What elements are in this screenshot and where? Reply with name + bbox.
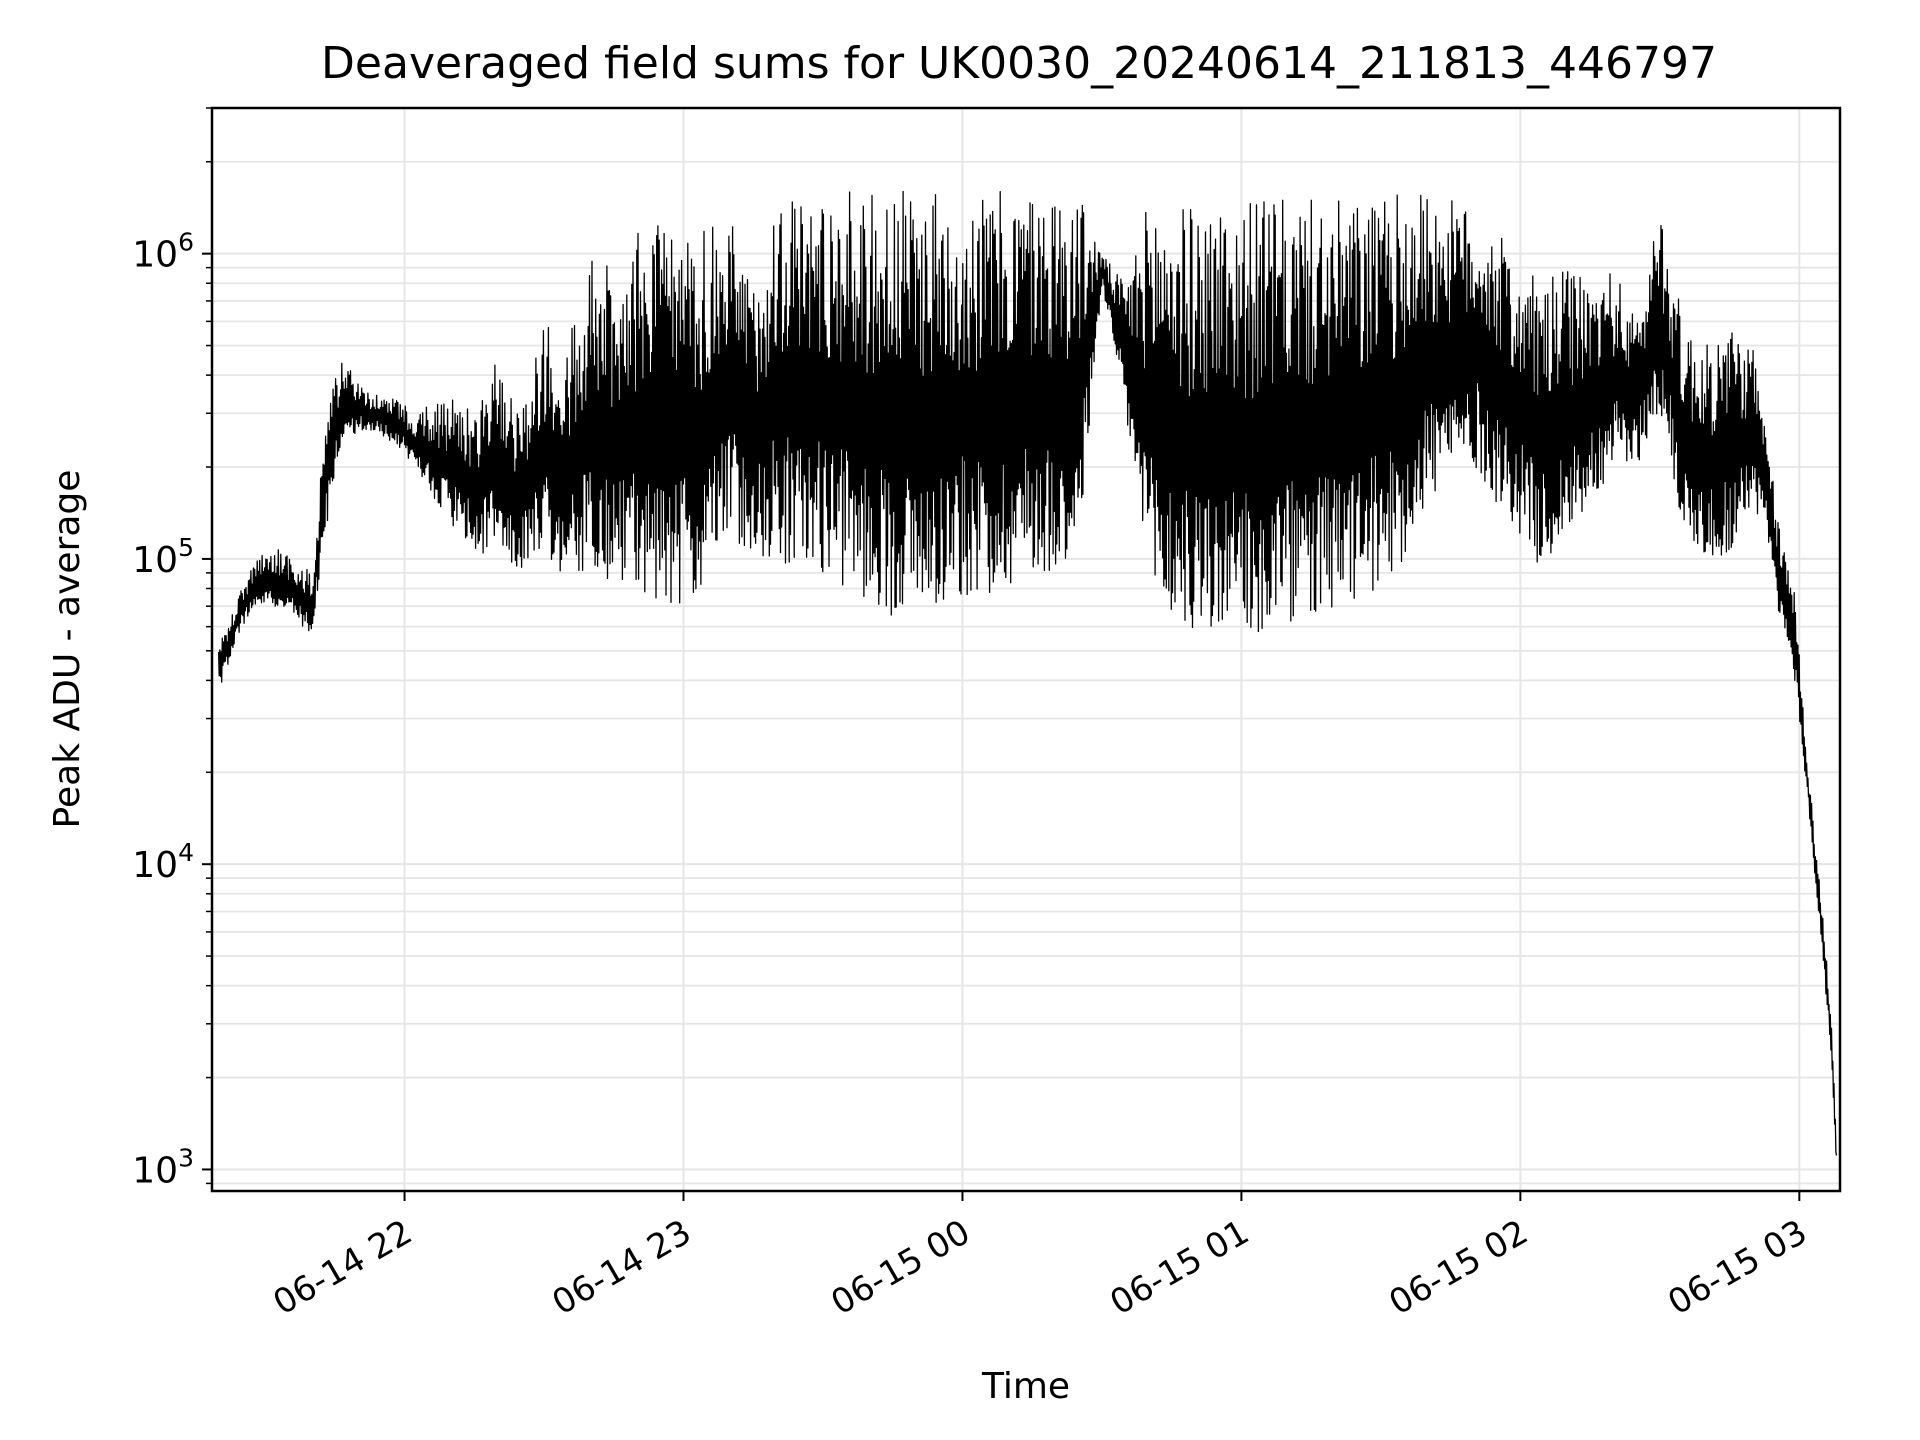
y-tick-label: 104 (132, 838, 194, 886)
chart-title: Deaveraged field sums for UK0030_2024061… (321, 38, 1717, 89)
y-tick-label: 105 (132, 533, 194, 581)
data-series (217, 190, 1838, 1156)
y-tick-label: 106 (132, 228, 194, 276)
plot-frame (210, 106, 1842, 1193)
y-axis: 103 104 105 106 (132, 107, 212, 1191)
x-axis-label: Time (981, 1366, 1070, 1407)
series-line (217, 190, 1838, 1156)
y-axis-label: Peak ADU - average (47, 470, 88, 829)
y-tick-label: 103 (132, 1143, 194, 1191)
